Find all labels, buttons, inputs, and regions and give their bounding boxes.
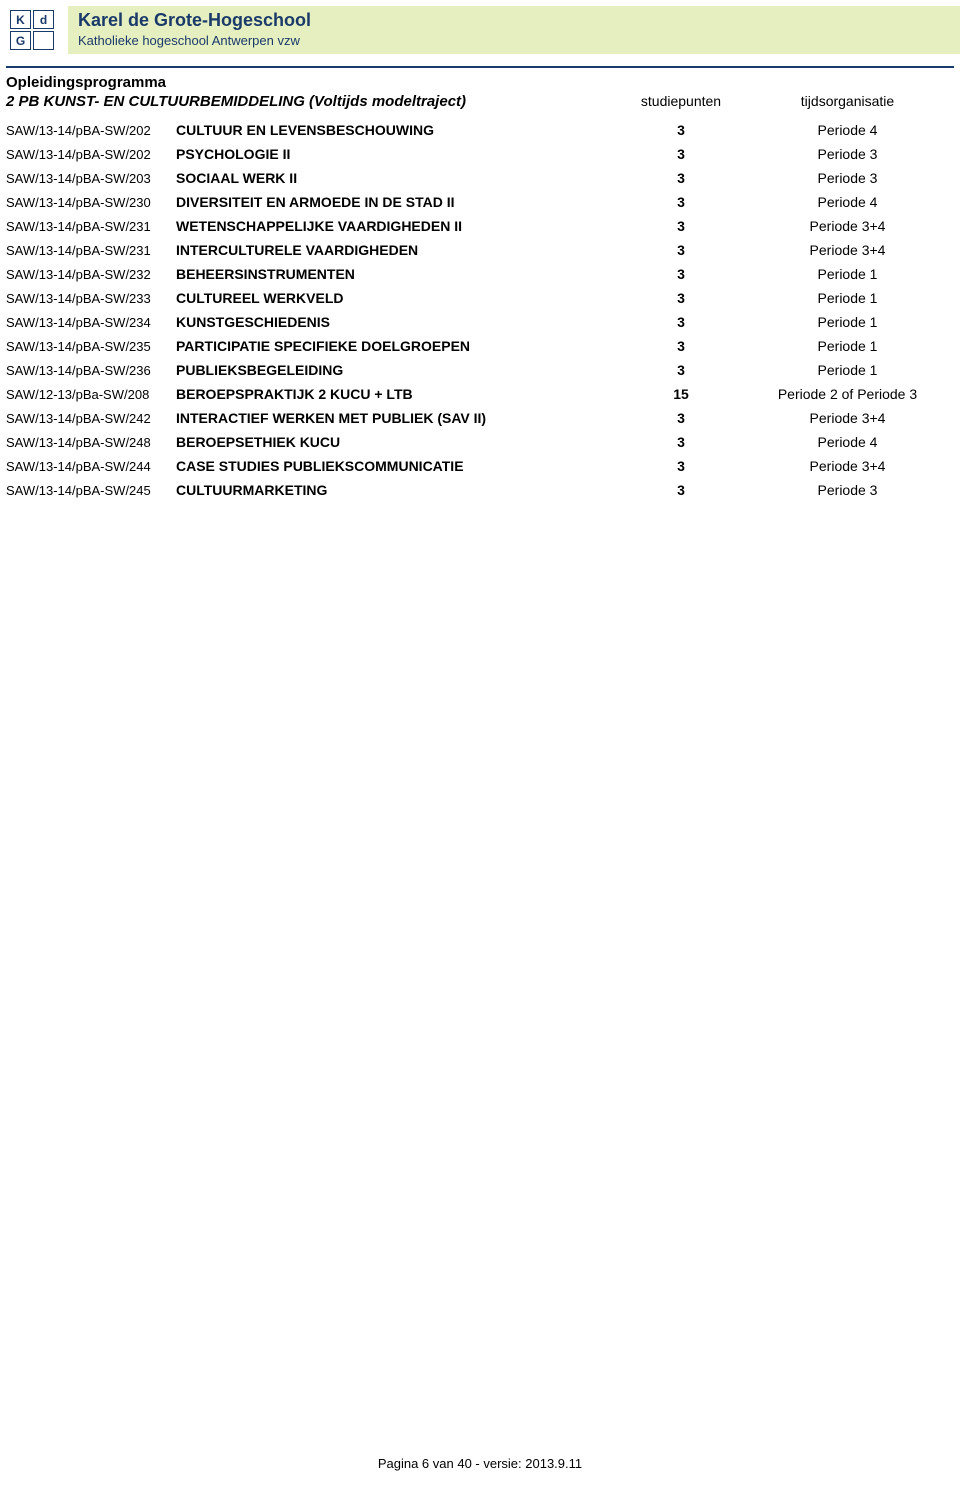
course-tijdsorganisatie: Periode 3	[741, 146, 954, 162]
course-row: SAW/13-14/pBA-SW/242INTERACTIEF WERKEN M…	[6, 406, 954, 430]
section-heading: Opleidingsprogramma	[6, 74, 954, 91]
course-tijdsorganisatie: Periode 3+4	[741, 242, 954, 258]
course-studiepunten: 3	[621, 218, 741, 234]
course-name: CULTUUR EN LEVENSBESCHOUWING	[176, 122, 621, 138]
course-tijdsorganisatie: Periode 2 of Periode 3	[741, 386, 954, 402]
course-name: PARTICIPATIE SPECIFIEKE DOELGROEPEN	[176, 338, 621, 354]
program-title: 2 PB KUNST- EN CULTUURBEMIDDELING (Volti…	[6, 93, 621, 110]
course-row: SAW/13-14/pBA-SW/233CULTUREEL WERKVELD3P…	[6, 286, 954, 310]
logo-k: K	[10, 10, 31, 29]
course-row: SAW/13-14/pBA-SW/248BEROEPSETHIEK KUCU3P…	[6, 430, 954, 454]
course-row: SAW/13-14/pBA-SW/230DIVERSITEIT EN ARMOE…	[6, 190, 954, 214]
course-code: SAW/13-14/pBA-SW/236	[6, 363, 176, 378]
course-studiepunten: 3	[621, 122, 741, 138]
course-row: SAW/13-14/pBA-SW/236PUBLIEKSBEGELEIDING3…	[6, 358, 954, 382]
course-code: SAW/13-14/pBA-SW/232	[6, 267, 176, 282]
logo-empty	[33, 31, 54, 50]
course-name: WETENSCHAPPELIJKE VAARDIGHEDEN II	[176, 218, 621, 234]
divider	[6, 66, 954, 68]
course-code: SAW/13-14/pBA-SW/234	[6, 315, 176, 330]
column-header-studiepunten: studiepunten	[621, 93, 741, 109]
course-name: PSYCHOLOGIE II	[176, 146, 621, 162]
course-studiepunten: 3	[621, 434, 741, 450]
course-studiepunten: 3	[621, 194, 741, 210]
course-name: KUNSTGESCHIEDENIS	[176, 314, 621, 330]
course-name: INTERACTIEF WERKEN MET PUBLIEK (SAV II)	[176, 410, 621, 426]
course-name: BEHEERSINSTRUMENTEN	[176, 266, 621, 282]
header: K d G Karel de Grote-Hogeschool Katholie…	[0, 6, 960, 54]
course-tijdsorganisatie: Periode 4	[741, 434, 954, 450]
course-studiepunten: 3	[621, 266, 741, 282]
course-row: SAW/13-14/pBA-SW/234KUNSTGESCHIEDENIS3Pe…	[6, 310, 954, 334]
course-row: SAW/13-14/pBA-SW/202PSYCHOLOGIE II3Perio…	[6, 142, 954, 166]
logo-d: d	[33, 10, 54, 29]
course-code: SAW/13-14/pBA-SW/202	[6, 147, 176, 162]
course-studiepunten: 3	[621, 338, 741, 354]
course-tijdsorganisatie: Periode 4	[741, 122, 954, 138]
course-name: PUBLIEKSBEGELEIDING	[176, 362, 621, 378]
course-row: SAW/13-14/pBA-SW/235PARTICIPATIE SPECIFI…	[6, 334, 954, 358]
course-code: SAW/13-14/pBA-SW/203	[6, 171, 176, 186]
course-code: SAW/13-14/pBA-SW/230	[6, 195, 176, 210]
course-studiepunten: 3	[621, 314, 741, 330]
course-name: DIVERSITEIT EN ARMOEDE IN DE STAD II	[176, 194, 621, 210]
course-name: INTERCULTURELE VAARDIGHEDEN	[176, 242, 621, 258]
course-code: SAW/13-14/pBA-SW/202	[6, 123, 176, 138]
course-row: SAW/13-14/pBA-SW/202CULTUUR EN LEVENSBES…	[6, 118, 954, 142]
course-tijdsorganisatie: Periode 1	[741, 290, 954, 306]
course-name: CULTUURMARKETING	[176, 482, 621, 498]
course-tijdsorganisatie: Periode 3	[741, 170, 954, 186]
institution-title: Karel de Grote-Hogeschool	[78, 10, 950, 31]
course-row: SAW/13-14/pBA-SW/245CULTUURMARKETING3Per…	[6, 478, 954, 502]
program-heading-row: 2 PB KUNST- EN CULTUURBEMIDDELING (Volti…	[6, 93, 954, 110]
course-tijdsorganisatie: Periode 1	[741, 266, 954, 282]
course-studiepunten: 3	[621, 242, 741, 258]
course-code: SAW/13-14/pBA-SW/235	[6, 339, 176, 354]
course-tijdsorganisatie: Periode 1	[741, 314, 954, 330]
course-row: SAW/13-14/pBA-SW/232BEHEERSINSTRUMENTEN3…	[6, 262, 954, 286]
course-studiepunten: 3	[621, 458, 741, 474]
course-code: SAW/13-14/pBA-SW/231	[6, 219, 176, 234]
course-code: SAW/13-14/pBA-SW/245	[6, 483, 176, 498]
page-footer: Pagina 6 van 40 - versie: 2013.9.11	[0, 1456, 960, 1471]
course-row: SAW/13-14/pBA-SW/231WETENSCHAPPELIJKE VA…	[6, 214, 954, 238]
course-name: SOCIAAL WERK II	[176, 170, 621, 186]
course-studiepunten: 3	[621, 290, 741, 306]
course-tijdsorganisatie: Periode 3+4	[741, 458, 954, 474]
title-block: Karel de Grote-Hogeschool Katholieke hog…	[68, 6, 960, 54]
course-name: BEROEPSETHIEK KUCU	[176, 434, 621, 450]
course-name: BEROEPSPRAKTIJK 2 KUCU + LTB	[176, 386, 621, 402]
course-row: SAW/12-13/pBa-SW/208BEROEPSPRAKTIJK 2 KU…	[6, 382, 954, 406]
course-tijdsorganisatie: Periode 4	[741, 194, 954, 210]
course-tijdsorganisatie: Periode 3+4	[741, 218, 954, 234]
course-code: SAW/13-14/pBA-SW/248	[6, 435, 176, 450]
course-studiepunten: 3	[621, 410, 741, 426]
course-tijdsorganisatie: Periode 1	[741, 338, 954, 354]
content: Opleidingsprogramma 2 PB KUNST- EN CULTU…	[0, 74, 960, 502]
course-row: SAW/13-14/pBA-SW/231INTERCULTURELE VAARD…	[6, 238, 954, 262]
institution-subtitle: Katholieke hogeschool Antwerpen vzw	[78, 33, 950, 48]
course-name: CULTUREEL WERKVELD	[176, 290, 621, 306]
course-row: SAW/13-14/pBA-SW/203SOCIAAL WERK II3Peri…	[6, 166, 954, 190]
course-row: SAW/13-14/pBA-SW/244CASE STUDIES PUBLIEK…	[6, 454, 954, 478]
course-studiepunten: 15	[621, 386, 741, 402]
course-code: SAW/12-13/pBa-SW/208	[6, 387, 176, 402]
course-studiepunten: 3	[621, 482, 741, 498]
course-code: SAW/13-14/pBA-SW/233	[6, 291, 176, 306]
course-code: SAW/13-14/pBA-SW/244	[6, 459, 176, 474]
course-tijdsorganisatie: Periode 1	[741, 362, 954, 378]
course-code: SAW/13-14/pBA-SW/242	[6, 411, 176, 426]
logo-icon: K d G	[6, 6, 58, 54]
column-header-tijdsorganisatie: tijdsorganisatie	[741, 93, 954, 109]
course-list: SAW/13-14/pBA-SW/202CULTUUR EN LEVENSBES…	[6, 118, 954, 502]
course-studiepunten: 3	[621, 146, 741, 162]
course-name: CASE STUDIES PUBLIEKSCOMMUNICATIE	[176, 458, 621, 474]
course-tijdsorganisatie: Periode 3+4	[741, 410, 954, 426]
course-code: SAW/13-14/pBA-SW/231	[6, 243, 176, 258]
course-studiepunten: 3	[621, 170, 741, 186]
course-tijdsorganisatie: Periode 3	[741, 482, 954, 498]
course-studiepunten: 3	[621, 362, 741, 378]
logo-g: G	[10, 31, 31, 50]
